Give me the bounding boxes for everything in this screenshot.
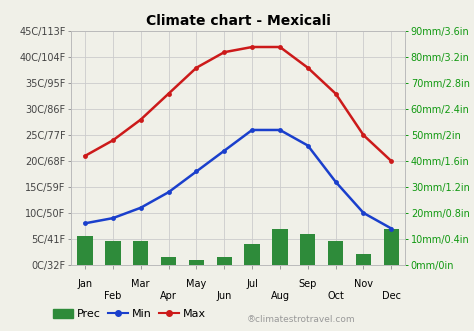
Bar (161, 257, 176, 265)
Bar (217, 257, 232, 265)
Legend: Prec, Min, Max: Prec, Min, Max (48, 305, 210, 324)
Text: Jul: Jul (246, 279, 258, 289)
Text: May: May (186, 279, 207, 289)
Title: Climate chart - Mexicali: Climate chart - Mexicali (146, 14, 331, 27)
Bar (133, 242, 148, 265)
Text: Sep: Sep (299, 279, 317, 289)
Bar (383, 228, 399, 265)
Bar (245, 244, 260, 265)
Text: ®climatestrotravel.com: ®climatestrotravel.com (246, 315, 355, 324)
Bar (272, 228, 288, 265)
Bar (356, 255, 371, 265)
Bar (300, 234, 316, 265)
Text: Jan: Jan (77, 279, 92, 289)
Text: Dec: Dec (382, 291, 401, 301)
Bar (77, 236, 93, 265)
Text: Oct: Oct (327, 291, 344, 301)
Text: Feb: Feb (104, 291, 121, 301)
Text: Nov: Nov (354, 279, 373, 289)
Bar (105, 242, 120, 265)
Bar (328, 242, 343, 265)
Text: Mar: Mar (131, 279, 150, 289)
Text: Jun: Jun (217, 291, 232, 301)
Text: Apr: Apr (160, 291, 177, 301)
Text: Aug: Aug (271, 291, 290, 301)
Bar (189, 260, 204, 265)
